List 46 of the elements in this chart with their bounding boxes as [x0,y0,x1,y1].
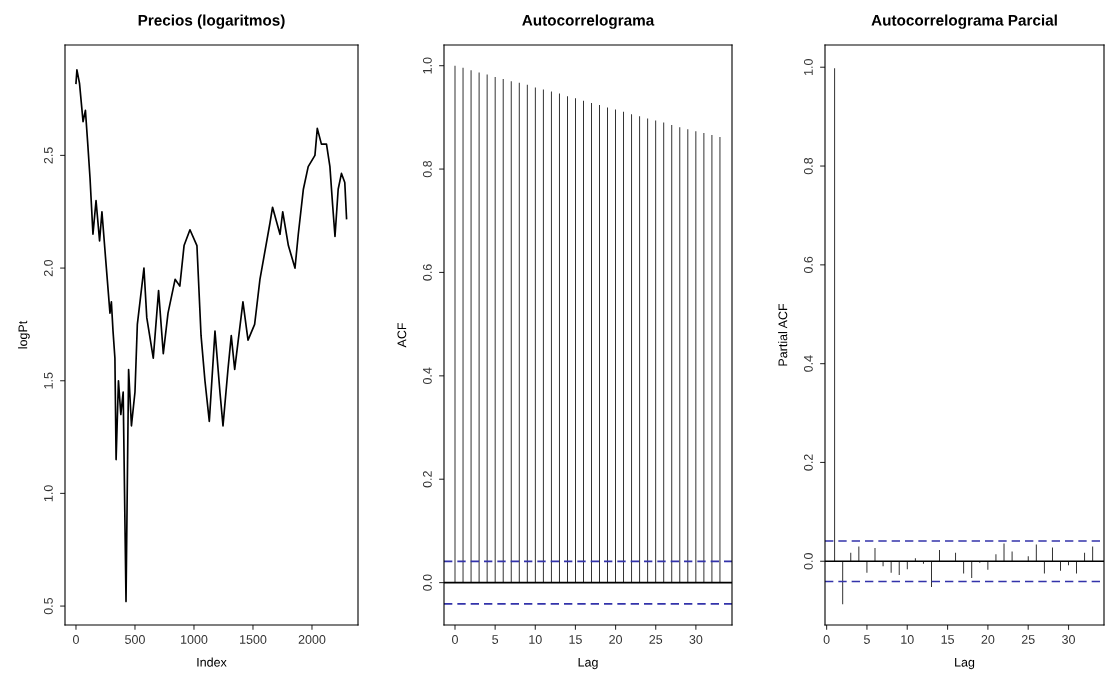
y-tick-label: 0.0 [803,553,813,570]
y-axis-title: ACF [397,323,407,348]
y-tick-label: 0.6 [422,264,432,281]
y-tick-label: 0.0 [422,574,432,591]
y-axis-title: logPt [18,320,30,349]
x-tick-label: 20 [981,635,995,644]
chart-title: Autocorrelograma Parcial [871,14,1057,29]
x-tick-label: 10 [901,635,914,644]
x-tick-label: 1000 [181,635,208,644]
x-tick-label: 30 [1062,635,1075,644]
x-tick-label: 15 [941,635,954,644]
y-tick-label: 0.8 [422,160,432,178]
y-tick-label: 0.2 [422,471,432,488]
x-tick-label: 500 [125,635,145,644]
x-tick-label: 5 [492,635,499,644]
x-tick-label: 20 [609,635,623,644]
x-tick-label: 25 [1021,635,1035,644]
y-tick-label: 0.2 [803,454,813,471]
y-tick-label: 0.5 [43,597,53,615]
y-tick-label: 0.4 [803,355,813,372]
x-axis-title: Index [197,657,227,667]
y-tick-label: 0.6 [803,256,813,274]
y-tick-label: 0.4 [422,367,432,385]
x-tick-label: 1500 [240,635,267,644]
y-tick-label: 2.5 [43,147,53,164]
x-axis-title: Lag [955,657,975,670]
x-tick-label: 0 [72,635,79,644]
x-tick-label: 0 [452,635,458,644]
x-tick-label: 25 [649,635,663,644]
chart-title: Precios (logaritmos) [138,14,285,29]
y-tick-label: 0.8 [803,157,813,175]
x-tick-label: 5 [863,635,870,644]
y-tick-label: 1.0 [803,59,813,75]
y-tick-label: 1.0 [43,485,53,502]
chart-title: Autocorrelograma [522,14,655,29]
y-tick-label: 2.0 [43,259,53,277]
line-series [75,68,348,603]
x-tick-label: 15 [569,635,582,644]
x-axis-title: Lag [578,657,598,670]
y-tick-label: 1.0 [422,57,432,74]
y-tick-label: 1.5 [44,372,53,389]
x-tick-label: 30 [689,635,703,644]
x-tick-label: 2000 [298,635,326,644]
x-tick-label: 10 [529,635,542,644]
y-axis-title: Partial ACF [778,303,788,366]
x-tick-label: 0 [823,635,830,644]
